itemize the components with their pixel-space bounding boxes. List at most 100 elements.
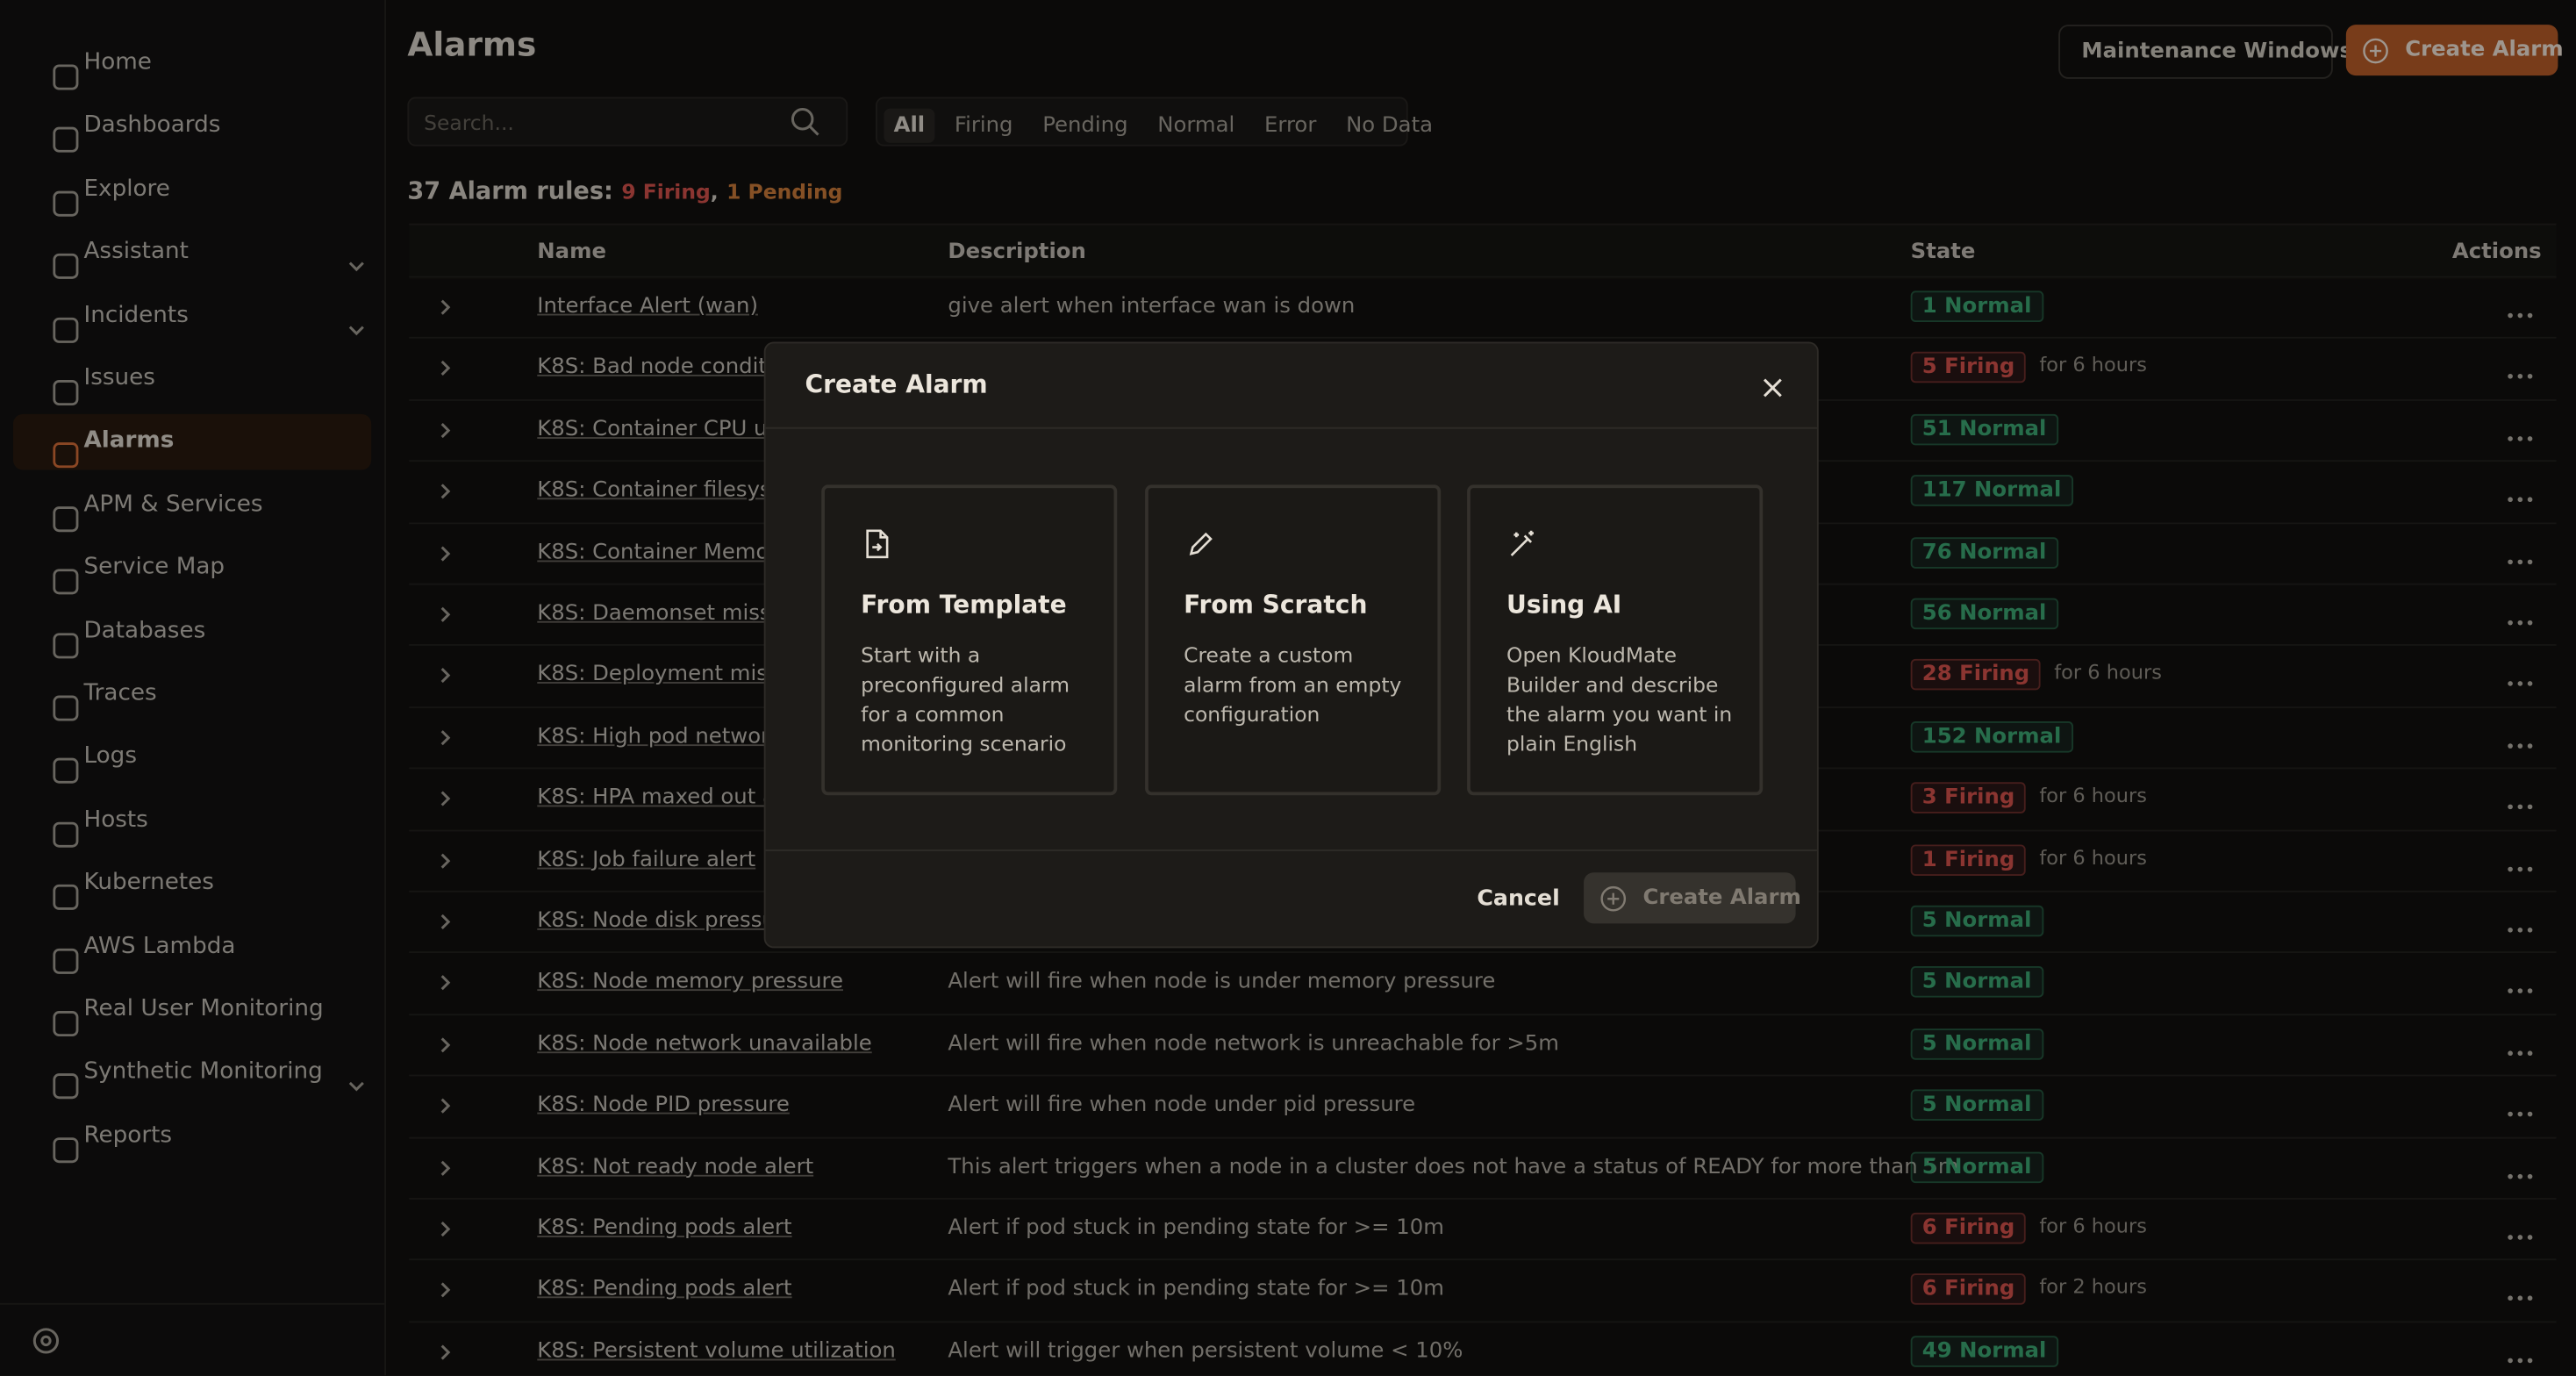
state-duration: for 6 hours xyxy=(2054,661,2162,684)
actions-menu[interactable] xyxy=(2507,925,2533,935)
filter-tab[interactable]: Firing xyxy=(954,113,1013,139)
nav-icon xyxy=(53,695,79,721)
nav-item[interactable]: Incidents xyxy=(13,289,371,345)
filter-tab[interactable]: No Data xyxy=(1346,113,1434,139)
nav-item[interactable]: Dashboards xyxy=(13,99,371,155)
alarm-name[interactable]: K8S: Node memory pressure xyxy=(537,970,844,995)
state-badge: 5 Normal xyxy=(1910,1089,2043,1122)
nav-item[interactable]: Traces xyxy=(13,667,371,723)
nav-item[interactable]: Alarms xyxy=(12,414,372,471)
icon xyxy=(2507,1040,2533,1064)
alarm-name[interactable]: K8S: Container CPU uti xyxy=(537,417,782,442)
icon xyxy=(433,1279,456,1308)
actions-menu[interactable] xyxy=(2507,1355,2533,1365)
nav-item[interactable]: Synthetic Monitoring xyxy=(13,1046,371,1102)
nav-item[interactable]: Service Map xyxy=(13,541,371,597)
chevron xyxy=(440,299,451,315)
alarm-name[interactable]: K8S: Node network unavailable xyxy=(537,1031,872,1057)
nav-item[interactable]: Issues xyxy=(13,352,371,408)
alarm-name[interactable]: K8S: Bad node conditic xyxy=(537,355,785,381)
nav-item[interactable]: Assistant xyxy=(13,226,371,282)
alarm-name[interactable]: K8S: Persistent volume utilization xyxy=(537,1338,896,1364)
nav-icon xyxy=(53,64,79,90)
actions-menu[interactable] xyxy=(2507,741,2533,750)
summary-label: 37 Alarm rules: xyxy=(407,179,613,206)
actions-menu[interactable] xyxy=(2507,495,2533,505)
nav-item[interactable]: Databases xyxy=(13,604,371,660)
alarm-name[interactable]: Interface Alert (wan) xyxy=(537,294,758,319)
alarm-name[interactable]: K8S: Node PID pressure xyxy=(537,1093,790,1118)
actions-menu[interactable] xyxy=(2507,679,2533,689)
nav-item[interactable]: APM & Services xyxy=(13,478,371,534)
nav-item[interactable]: AWS Lambda xyxy=(13,920,371,976)
table-row: Interface Alert (wan) give alert when int… xyxy=(409,276,2557,339)
nav-item[interactable]: Explore xyxy=(13,162,371,219)
nav-label: AWS Lambda xyxy=(83,932,236,959)
actions-menu[interactable] xyxy=(2507,1048,2533,1057)
nav-item[interactable]: Real User Monitoring xyxy=(13,983,371,1039)
actions-menu[interactable] xyxy=(2507,802,2533,812)
summary: 37 Alarm rules: 9 Firing, 1 Pending xyxy=(407,179,842,205)
alarm-name[interactable]: K8S: Daemonset missc xyxy=(537,601,783,627)
alarm-name[interactable]: K8S: Pending pods alert xyxy=(537,1215,792,1241)
state-badge: 28 Firing xyxy=(1910,659,2042,692)
icon xyxy=(433,1341,456,1371)
actions-menu[interactable] xyxy=(2507,1171,2533,1180)
chevron xyxy=(440,545,451,561)
alarm-name[interactable]: K8S: Pending pods alert xyxy=(537,1277,792,1302)
card-text: Create a custom alarm from an empty conf… xyxy=(1184,642,1402,727)
filter-tab[interactable]: Normal xyxy=(1157,113,1235,139)
icon xyxy=(2507,1286,2533,1310)
actions-menu[interactable] xyxy=(2507,618,2533,627)
state-badge: 6 Firing xyxy=(1910,1273,2027,1306)
icon xyxy=(433,357,456,387)
table-row: K8S: Node memory pressure Alert will fire… xyxy=(409,951,2557,1014)
alarm-name[interactable]: K8S: Not ready node alert xyxy=(537,1154,814,1179)
settings[interactable] xyxy=(30,1324,62,1364)
option-card[interactable]: From Template Start with a preconfigured … xyxy=(821,484,1118,796)
actions-menu[interactable] xyxy=(2507,372,2533,382)
nav-item[interactable]: Hosts xyxy=(13,793,371,849)
option-card[interactable]: Using AI Open KloudMate Builder and descr… xyxy=(1467,484,1764,796)
search-box[interactable]: Search... xyxy=(407,97,848,147)
actions-menu[interactable] xyxy=(2507,311,2533,320)
option-card[interactable]: From Scratch Create a custom alarm from a… xyxy=(1144,484,1441,796)
nav-item[interactable]: Home xyxy=(13,36,371,92)
cancel-button[interactable]: Cancel xyxy=(1477,885,1560,913)
actions-menu[interactable] xyxy=(2507,1232,2533,1242)
filter-tab[interactable]: Pending xyxy=(1042,113,1128,139)
actions-menu[interactable] xyxy=(2507,986,2533,996)
state-badge: 76 Normal xyxy=(1910,536,2058,569)
actions-menu[interactable] xyxy=(2507,434,2533,443)
actions-menu[interactable] xyxy=(2507,556,2533,566)
nav-item[interactable]: Logs xyxy=(13,730,371,786)
actions-menu[interactable] xyxy=(2507,1294,2533,1303)
maintenance-button[interactable]: Maintenance Windows xyxy=(2058,25,2352,79)
create-alarm-modal: Create Alarm From Template Start with a p… xyxy=(763,341,1819,949)
submit-button[interactable]: Create Alarm xyxy=(1584,872,1801,924)
actions-menu[interactable] xyxy=(2507,1109,2533,1119)
card-icon xyxy=(1510,530,1534,556)
alarm-name[interactable]: K8S: Job failure alert xyxy=(537,847,756,872)
nav-item[interactable]: Reports xyxy=(13,1109,371,1165)
nav-item[interactable]: Kubernetes xyxy=(13,856,371,913)
filter-tab[interactable]: Error xyxy=(1263,113,1317,139)
divider xyxy=(0,1302,385,1305)
chevron xyxy=(440,1222,451,1237)
close-button[interactable] xyxy=(1759,375,1785,401)
nav-icon xyxy=(53,380,79,406)
filter-tab[interactable]: All xyxy=(884,108,935,143)
nav-label: Databases xyxy=(83,617,206,644)
chevron xyxy=(440,1098,451,1114)
alarm-name[interactable]: K8S: Node disk pressur xyxy=(537,908,784,934)
actions-menu[interactable] xyxy=(2507,864,2533,873)
create-alarm-button[interactable]: Create Alarm xyxy=(2345,25,2564,76)
nav-label: Dashboards xyxy=(83,112,221,140)
alarm-name[interactable]: K8S: Deployment mism xyxy=(537,663,789,688)
alarm-name[interactable]: K8S: High pod network xyxy=(537,724,783,749)
alarm-name[interactable]: K8S: Container filesyst xyxy=(537,478,780,504)
state-duration: for 6 hours xyxy=(2039,784,2147,807)
state-badge: 6 Firing xyxy=(1910,1212,2027,1244)
alarm-name[interactable]: K8S: HPA maxed out al xyxy=(537,785,782,811)
alarm-name[interactable]: K8S: Container Memory xyxy=(537,540,791,565)
